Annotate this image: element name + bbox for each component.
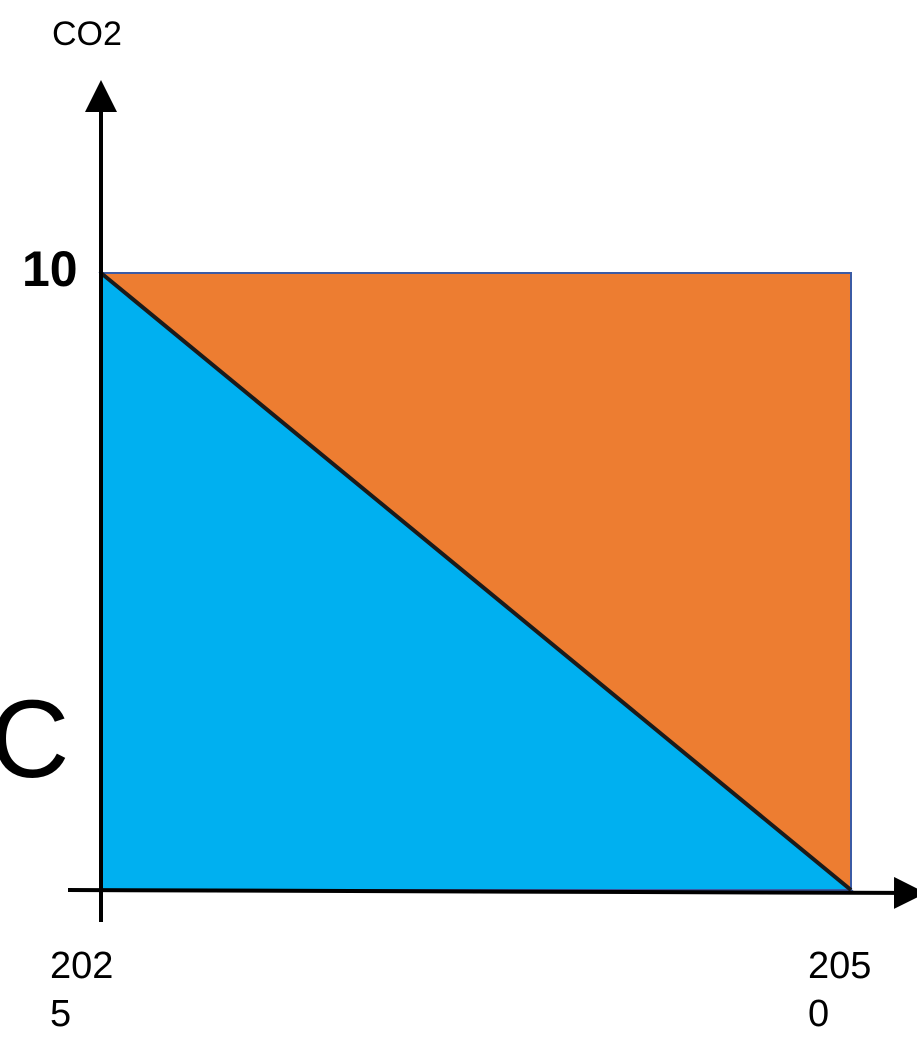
x-axis: [67, 876, 917, 909]
partial-letter-text: C: [0, 678, 70, 801]
y-axis-top-tick-label: 10: [22, 241, 78, 297]
y-axis-title: CO2: [52, 15, 122, 53]
x-axis-end-tick-label: 205 0: [808, 945, 872, 1035]
x-axis-start-tick-label: 202 5: [50, 945, 114, 1035]
reduction-diagonal-line: [99, 271, 853, 892]
